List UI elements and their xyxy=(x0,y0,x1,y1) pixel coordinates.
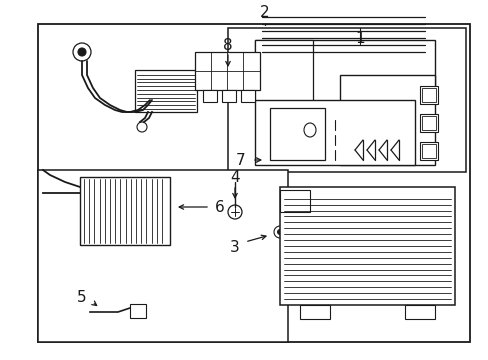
Ellipse shape xyxy=(304,123,315,137)
Bar xyxy=(419,142,437,160)
Text: 8: 8 xyxy=(223,37,232,53)
Bar xyxy=(421,88,435,102)
Bar xyxy=(419,114,437,132)
Bar xyxy=(195,52,260,90)
Text: 3: 3 xyxy=(230,239,240,255)
Text: 4: 4 xyxy=(230,170,239,185)
Bar xyxy=(280,187,454,305)
Bar xyxy=(222,90,236,102)
Bar xyxy=(254,40,312,102)
Bar xyxy=(241,90,254,102)
Circle shape xyxy=(73,43,91,61)
Circle shape xyxy=(277,230,282,234)
Bar xyxy=(38,170,287,342)
Bar xyxy=(299,305,329,319)
Bar xyxy=(130,304,146,318)
Bar xyxy=(269,108,325,160)
Circle shape xyxy=(273,226,285,238)
Circle shape xyxy=(288,226,301,238)
Text: 5: 5 xyxy=(77,289,87,305)
Bar xyxy=(254,100,414,165)
Bar xyxy=(227,28,465,172)
Bar xyxy=(80,177,170,245)
Bar xyxy=(135,70,197,112)
Circle shape xyxy=(227,205,242,219)
Circle shape xyxy=(292,230,297,234)
Text: 6: 6 xyxy=(215,199,224,215)
Bar xyxy=(404,305,434,319)
Circle shape xyxy=(137,122,147,132)
Circle shape xyxy=(78,48,86,56)
Bar xyxy=(421,144,435,158)
Text: 1: 1 xyxy=(354,31,364,45)
Bar xyxy=(421,116,435,130)
Text: 2: 2 xyxy=(260,5,269,19)
Bar xyxy=(254,40,434,102)
Bar xyxy=(203,90,217,102)
Bar xyxy=(38,24,469,342)
Bar xyxy=(339,75,434,165)
Text: 7: 7 xyxy=(236,153,245,167)
Bar xyxy=(419,86,437,104)
Bar xyxy=(280,190,309,212)
